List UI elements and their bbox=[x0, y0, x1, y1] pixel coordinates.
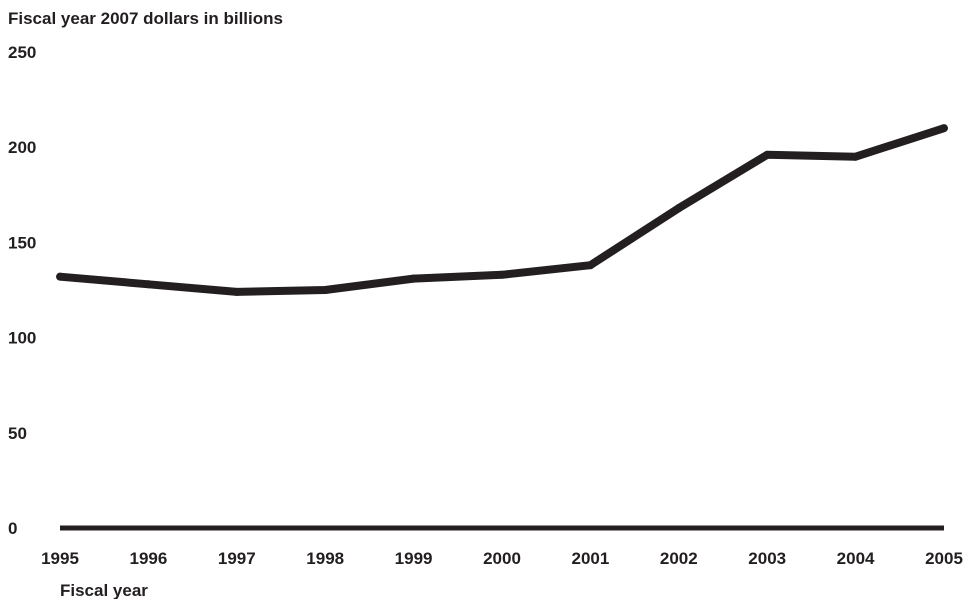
y-axis-tick-labels: 0 50 100 150 200 250 bbox=[8, 43, 36, 538]
x-axis-title: Fiscal year bbox=[60, 581, 148, 599]
x-tick-label: 1995 bbox=[41, 549, 79, 568]
y-tick-label: 200 bbox=[8, 138, 36, 157]
x-tick-label: 1998 bbox=[306, 549, 344, 568]
data-point bbox=[321, 286, 330, 294]
data-point bbox=[940, 124, 948, 133]
data-point bbox=[56, 272, 64, 281]
data-point bbox=[763, 150, 772, 159]
series-line bbox=[59, 124, 946, 296]
y-tick-label: 150 bbox=[8, 233, 36, 252]
data-point bbox=[586, 261, 595, 270]
x-tick-label: 1997 bbox=[218, 549, 256, 568]
y-tick-label: 250 bbox=[8, 43, 36, 62]
y-tick-label: 100 bbox=[8, 329, 36, 348]
x-tick-label: 1996 bbox=[129, 549, 167, 568]
x-tick-label: 2003 bbox=[748, 549, 786, 568]
y-tick-label: 0 bbox=[8, 519, 17, 538]
data-point bbox=[144, 280, 153, 289]
x-tick-label: 2005 bbox=[925, 549, 963, 568]
x-tick-label: 2001 bbox=[571, 549, 609, 568]
data-point bbox=[232, 287, 241, 296]
data-point bbox=[498, 270, 506, 279]
x-axis-tick-labels: 1995 1996 1997 1998 1999 2000 2001 2002 2003 2004… bbox=[41, 549, 963, 568]
x-tick-label: 2004 bbox=[837, 549, 875, 568]
x-tick-label: 2002 bbox=[660, 549, 698, 568]
y-axis-title: Fiscal year 2007 dollars in billions bbox=[8, 9, 283, 28]
x-tick-label: 2000 bbox=[483, 549, 521, 568]
data-points bbox=[56, 124, 948, 296]
data-point bbox=[851, 152, 860, 161]
data-point bbox=[674, 204, 683, 213]
y-tick-label: 50 bbox=[8, 424, 27, 443]
data-point bbox=[409, 274, 418, 283]
x-tick-label: 1999 bbox=[395, 549, 433, 568]
